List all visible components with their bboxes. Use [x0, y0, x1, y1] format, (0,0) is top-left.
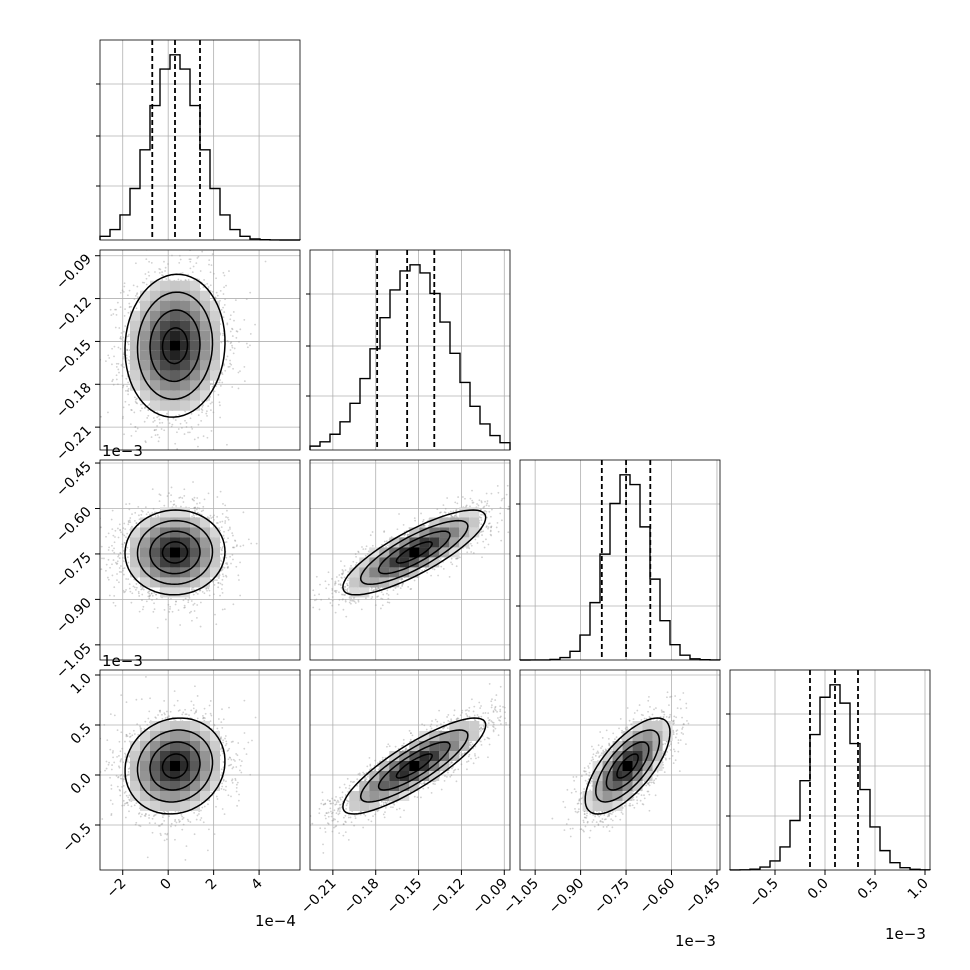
x-tick-label-2-0: −1.05: [500, 876, 542, 918]
y-tick-label-1-1: −0.18: [53, 380, 95, 422]
x-tick-label-3-3: 1.0: [905, 876, 932, 903]
x-tick-label-1-1: −0.18: [341, 876, 383, 918]
scatter-panel-0-2: [99, 459, 301, 661]
contour-0-3-2: [136, 729, 214, 803]
histogram-panel-1: [306, 249, 511, 451]
x-tick-label-2-2: −0.75: [591, 876, 633, 918]
contour-2-3-3: [584, 717, 671, 815]
contour-0-1-0: [161, 327, 189, 365]
contour-0-3-3: [124, 717, 226, 815]
x-tick-label-3-0: −0.5: [746, 876, 781, 911]
contour-0-1-3: [124, 273, 226, 418]
density-peak-0-1: [170, 340, 180, 351]
scatter-panel-1-3: [309, 669, 511, 871]
density-peak-0-2: [170, 547, 180, 558]
contour-0-2-0: [161, 541, 189, 564]
y-tick-label-2-2: −0.75: [53, 549, 95, 591]
y-tick-label-3-0: −0.5: [59, 821, 94, 856]
histogram-panel-0: [96, 39, 301, 241]
x-tick-label-0-3: 4: [248, 875, 266, 893]
x-tick-label-0-0: −2: [104, 876, 130, 902]
y-tick-label-1-0: −0.21: [53, 423, 95, 465]
contour-1-3-3: [342, 717, 487, 815]
x-tick-label-2-4: −0.45: [682, 876, 724, 918]
contour-0-1-1: [149, 309, 201, 383]
density-peak-2-3: [622, 761, 633, 771]
y-tick-label-1-2: −0.15: [53, 337, 95, 379]
contour-2-3-0: [616, 753, 639, 779]
scatter-panel-0-3: [99, 669, 301, 871]
histogram-panel-3: [726, 669, 931, 871]
contour-0-2-2: [136, 519, 214, 585]
x-tick-label-1-0: −0.21: [298, 876, 340, 918]
x-tick-label-3-1: 0.0: [805, 876, 832, 903]
x-offset-label-0: 1e−4: [255, 912, 296, 930]
x-tick-label-3-2: 0.5: [855, 876, 882, 903]
x-tick-label-1-3: −0.12: [427, 876, 469, 918]
contour-1-3-1: [377, 741, 451, 791]
scatter-panel-0-1: [99, 249, 301, 451]
y-tick-label-1-4: −0.09: [53, 251, 95, 293]
x-tick-label-0-1: 0: [157, 876, 175, 894]
contour-2-3-2: [595, 729, 661, 803]
y-tick-label-3-1: 0.0: [68, 771, 95, 798]
y-offset-label-2: 1e−3: [102, 652, 143, 670]
scatter-panel-1-2: [309, 459, 511, 661]
x-tick-label-1-2: −0.15: [384, 876, 426, 918]
histogram-step-1: [309, 264, 511, 450]
density-peak-1-3: [409, 761, 420, 771]
contour-1-2-0: [395, 541, 433, 564]
contour-0-2-1: [149, 530, 201, 575]
density-peak-0-3: [170, 761, 180, 771]
y-tick-label-2-1: −0.90: [53, 595, 95, 637]
density-peak-1-2: [409, 547, 420, 558]
y-offset-label-1: 1e−3: [102, 442, 143, 460]
histogram-step-3: [729, 684, 931, 871]
contour-0-3-0: [161, 753, 189, 779]
contour-1-2-1: [377, 530, 451, 575]
contour-1-3-2: [359, 729, 469, 803]
x-offset-label-2: 1e−3: [675, 932, 716, 950]
y-tick-label-2-3: −0.60: [53, 504, 95, 546]
contour-1-2-2: [359, 519, 469, 585]
contour-0-3-1: [149, 741, 201, 791]
x-offset-label-3: 1e−3: [885, 925, 926, 943]
y-tick-label-3-2: 0.5: [68, 721, 95, 748]
x-tick-label-2-1: −0.90: [546, 876, 588, 918]
contour-2-3-1: [605, 741, 650, 791]
contour-0-1-2: [136, 291, 214, 401]
y-tick-label-2-4: −0.45: [53, 459, 95, 501]
scatter-panel-2-3: [519, 669, 721, 871]
contour-1-3-0: [395, 753, 433, 779]
x-tick-label-0-2: 2: [203, 876, 221, 894]
y-tick-label-1-3: −0.12: [53, 294, 95, 336]
x-tick-label-2-3: −0.60: [637, 876, 679, 918]
histogram-panel-2: [516, 459, 721, 661]
contour-0-2-3: [124, 509, 226, 596]
histogram-step-2: [519, 474, 721, 661]
contour-1-2-3: [342, 509, 487, 596]
